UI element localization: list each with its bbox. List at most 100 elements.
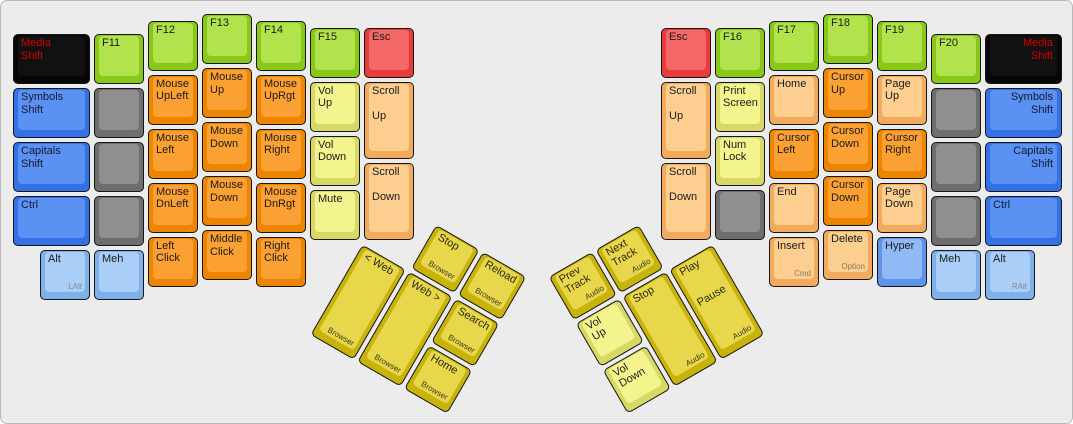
key-page-up[interactable]: Page Up bbox=[877, 74, 927, 125]
keycap-top: Ctrl bbox=[18, 198, 85, 239]
key-label: Page bbox=[885, 77, 911, 90]
key-meh-left[interactable]: Meh bbox=[94, 250, 144, 301]
key-label: Ctrl bbox=[993, 199, 1011, 212]
key-label: F11 bbox=[102, 37, 121, 50]
key-media-shift-left[interactable]: Media Shift bbox=[13, 34, 90, 85]
key-mouse-dnrgt[interactable]: Mouse DnRgt bbox=[256, 182, 306, 233]
key-media-shift-right[interactable]: Media Shift bbox=[985, 34, 1062, 85]
key-mouse-dnleft[interactable]: Mouse DnLeft bbox=[148, 182, 198, 233]
key-blank-right-2[interactable] bbox=[931, 88, 981, 139]
key-alt-left[interactable]: Alt LAlt bbox=[40, 250, 90, 301]
key-cursor-up[interactable]: Cursor Up bbox=[823, 68, 873, 118]
key-blank-right-3[interactable] bbox=[931, 142, 981, 193]
key-f20[interactable]: F20 bbox=[931, 34, 981, 85]
key-mouse-down-2[interactable]: Mouse Down bbox=[202, 176, 252, 226]
key-f17[interactable]: F17 bbox=[769, 20, 819, 71]
key-num-lock[interactable]: Num Lock bbox=[715, 135, 765, 186]
key-cursor-down-2[interactable]: Cursor Down bbox=[823, 176, 873, 226]
key-sublabel: Option bbox=[841, 262, 865, 271]
keycap-top: Scroll Up bbox=[666, 83, 706, 151]
keycap-top: Ctrl bbox=[990, 198, 1057, 239]
key-mouse-left[interactable]: Mouse Left bbox=[148, 128, 198, 179]
key-f18[interactable]: F18 bbox=[823, 14, 873, 64]
key-scroll-up-left[interactable]: Scroll Up bbox=[364, 81, 414, 159]
key-mouse-right[interactable]: Mouse Right bbox=[256, 128, 306, 179]
key-capitals-shift-right[interactable]: Capitals Shift bbox=[985, 142, 1062, 193]
key-label: Down bbox=[885, 198, 914, 211]
key-left-click[interactable]: Left Click bbox=[148, 236, 198, 287]
key-label: Symbols bbox=[1010, 91, 1053, 104]
key-label: Scroll bbox=[669, 84, 697, 97]
key-scroll-down-left[interactable]: Scroll Down bbox=[364, 162, 414, 240]
keycap-top: Left Click bbox=[153, 238, 193, 279]
keycap-top: Mute bbox=[315, 191, 355, 232]
key-vol-up-left[interactable]: Vol Up bbox=[310, 81, 360, 132]
key-right-click[interactable]: Right Click bbox=[256, 236, 306, 287]
key-label: Cursor bbox=[831, 71, 865, 83]
key-blank-right-1[interactable] bbox=[715, 189, 765, 240]
key-ctrl-right[interactable]: Ctrl bbox=[985, 196, 1062, 247]
key-print-screen[interactable]: Print Screen bbox=[715, 81, 765, 132]
key-label: Cursor bbox=[831, 125, 865, 137]
key-esc-right[interactable]: Esc bbox=[661, 27, 711, 78]
key-label: UpRgt bbox=[264, 90, 296, 103]
keycap-top: Middle Click bbox=[207, 232, 247, 272]
key-f13[interactable]: F13 bbox=[202, 14, 252, 64]
key-label: Capitals bbox=[1013, 145, 1053, 158]
key-blank-left-1[interactable] bbox=[94, 88, 144, 139]
key-f19[interactable]: F19 bbox=[877, 20, 927, 71]
key-capitals-shift-left[interactable]: Capitals Shift bbox=[13, 142, 90, 193]
key-sublabel: Browser bbox=[473, 285, 504, 308]
key-label: Mouse bbox=[210, 179, 244, 191]
key-page-down[interactable]: Page Down bbox=[877, 182, 927, 233]
key-label: F20 bbox=[939, 37, 958, 50]
keycap-top: Mouse UpLeft bbox=[153, 76, 193, 117]
key-alt-right[interactable]: Alt RAlt bbox=[985, 250, 1035, 301]
key-vol-down-left[interactable]: Vol Down bbox=[310, 135, 360, 186]
key-middle-click[interactable]: Middle Click bbox=[202, 230, 252, 280]
key-cursor-down-1[interactable]: Cursor Down bbox=[823, 122, 873, 172]
key-cursor-left[interactable]: Cursor Left bbox=[769, 128, 819, 179]
key-blank-left-3[interactable] bbox=[94, 196, 144, 247]
keycap-top: F20 bbox=[936, 36, 976, 77]
key-cursor-right[interactable]: Cursor Right bbox=[877, 128, 927, 179]
key-label: F14 bbox=[264, 23, 283, 36]
key-insert[interactable]: Insert Cmd bbox=[769, 236, 819, 287]
key-label: Ctrl bbox=[21, 199, 39, 212]
keycap-top bbox=[99, 144, 139, 185]
key-mute[interactable]: Mute bbox=[310, 189, 360, 240]
key-esc-left[interactable]: Esc bbox=[364, 27, 414, 78]
keycap-top: Alt RAlt bbox=[990, 252, 1030, 293]
key-f14[interactable]: F14 bbox=[256, 20, 306, 71]
keycap-top: Vol Up bbox=[315, 83, 355, 124]
key-f12[interactable]: F12 bbox=[148, 20, 198, 71]
key-blank-right-4[interactable] bbox=[931, 196, 981, 247]
key-mouse-down-1[interactable]: Mouse Down bbox=[202, 122, 252, 172]
key-label: Meh bbox=[939, 253, 961, 266]
keycap-top: F16 bbox=[720, 29, 760, 70]
key-meh-right[interactable]: Meh bbox=[931, 250, 981, 301]
key-mouse-upleft[interactable]: Mouse UpLeft bbox=[148, 74, 198, 125]
key-sublabel: Browser bbox=[419, 379, 450, 402]
key-label: Up bbox=[210, 83, 225, 96]
keycap-top: Mouse DnRgt bbox=[261, 184, 301, 225]
keycap-top: F12 bbox=[153, 22, 193, 63]
key-hyper[interactable]: Hyper bbox=[877, 236, 927, 287]
key-label: F12 bbox=[156, 23, 175, 36]
key-mouse-up[interactable]: Mouse Up bbox=[202, 68, 252, 118]
key-symbols-shift-left[interactable]: Symbols Shift bbox=[13, 88, 90, 139]
key-ctrl-left[interactable]: Ctrl bbox=[13, 196, 90, 247]
key-f15[interactable]: F15 bbox=[310, 27, 360, 78]
key-scroll-down-right[interactable]: Scroll Down bbox=[661, 162, 711, 240]
key-scroll-up-right[interactable]: Scroll Up bbox=[661, 81, 711, 159]
key-f11[interactable]: F11 bbox=[94, 34, 144, 85]
key-home[interactable]: Home bbox=[769, 74, 819, 125]
key-symbols-shift-right[interactable]: Symbols Shift bbox=[985, 88, 1062, 139]
key-delete[interactable]: Delete Option bbox=[823, 230, 873, 280]
key-mouse-uprgt[interactable]: Mouse UpRgt bbox=[256, 74, 306, 125]
key-end[interactable]: End bbox=[769, 182, 819, 233]
key-label: Reload bbox=[482, 258, 519, 286]
key-blank-left-2[interactable] bbox=[94, 142, 144, 193]
key-f16[interactable]: F16 bbox=[715, 27, 765, 78]
key-label: Down bbox=[669, 191, 698, 203]
